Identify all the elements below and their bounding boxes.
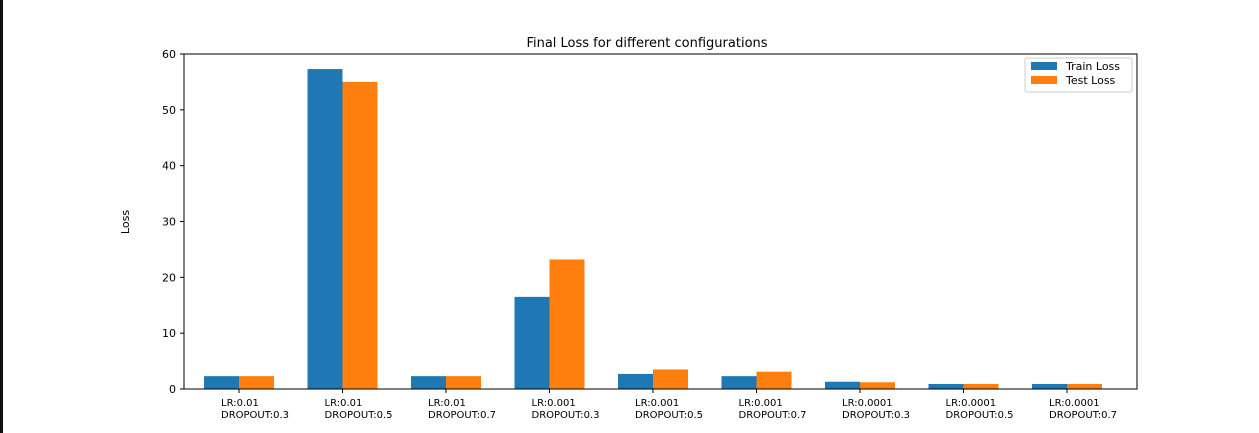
y-tick-label: 10 (162, 327, 176, 340)
bar-train-2 (411, 376, 446, 389)
y-tick-label: 40 (162, 160, 176, 173)
legend-label-0: Train Loss (1065, 60, 1120, 73)
y-tick-label: 20 (162, 271, 176, 284)
bars-group (204, 69, 1102, 390)
x-tick-label-1-0: LR:0.01 (325, 398, 363, 409)
plot-frame (183, 53, 1138, 390)
bar-test-4 (653, 369, 688, 389)
x-tick-label-8-1: DROPOUT:0.7 (1049, 410, 1117, 421)
legend-label-1: Test Loss (1065, 74, 1116, 87)
bar-train-5 (721, 376, 757, 389)
y-axis-label: Loss (119, 210, 132, 234)
x-tick-label-4-1: DROPOUT:0.5 (635, 410, 703, 421)
bar-test-1 (342, 81, 378, 390)
bar-test-8 (1067, 383, 1102, 389)
x-tick-label-0-0: LR:0.01 (221, 398, 259, 409)
y-tick-label: 0 (169, 383, 176, 396)
x-tick-label-5-0: LR:0.001 (739, 398, 783, 409)
bar-test-7 (963, 383, 999, 389)
x-axis: LR:0.01DROPOUT:0.3LR:0.01DROPOUT:0.5LR:0… (221, 389, 1117, 421)
bar-test-6 (860, 382, 895, 389)
bar-train-0 (204, 376, 239, 389)
bar-train-1 (307, 69, 343, 389)
bar-test-2 (446, 376, 481, 389)
bar-train-8 (1032, 383, 1067, 389)
x-tick-label-2-1: DROPOUT:0.7 (428, 410, 496, 421)
window-edge (0, 0, 3, 433)
y-tick-label: 30 (162, 216, 176, 229)
x-tick-label-4-0: LR:0.001 (635, 398, 679, 409)
bar-test-0 (239, 376, 274, 389)
bar-test-5 (756, 371, 792, 389)
bar-test-3 (549, 259, 585, 389)
x-tick-label-1-1: DROPOUT:0.5 (325, 410, 393, 421)
x-tick-label-6-0: LR:0.0001 (842, 398, 893, 409)
bar-train-4 (618, 373, 653, 389)
bar-train-7 (928, 383, 964, 389)
x-tick-label-3-0: LR:0.001 (532, 398, 576, 409)
y-axis: 0 10 20 30 40 50 60 (162, 48, 184, 396)
y-tick-label: 50 (162, 104, 176, 117)
x-tick-label-3-1: DROPOUT:0.3 (532, 410, 600, 421)
x-tick-label-6-1: DROPOUT:0.3 (842, 410, 910, 421)
x-tick-label-8-0: LR:0.0001 (1049, 398, 1100, 409)
x-tick-label-0-1: DROPOUT:0.3 (221, 410, 289, 421)
legend-swatch-0 (1031, 62, 1057, 70)
y-tick-label: 60 (162, 48, 176, 61)
x-tick-label-7-1: DROPOUT:0.5 (946, 410, 1014, 421)
x-tick-label-7-0: LR:0.0001 (946, 398, 997, 409)
legend-swatch-1 (1031, 76, 1057, 84)
x-tick-label-5-1: DROPOUT:0.7 (739, 410, 807, 421)
bar-train-6 (825, 381, 860, 389)
bar-train-3 (514, 296, 550, 389)
x-tick-label-2-0: LR:0.01 (428, 398, 466, 409)
chart-title: Final Loss for different configurations (526, 36, 767, 51)
